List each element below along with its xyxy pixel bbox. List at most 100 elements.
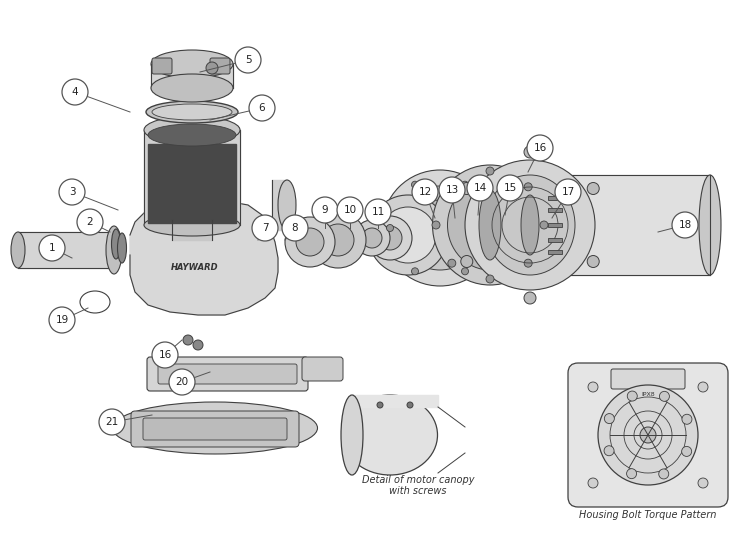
Circle shape: [462, 181, 468, 188]
Circle shape: [183, 335, 193, 345]
Ellipse shape: [341, 395, 363, 475]
Ellipse shape: [106, 226, 122, 274]
FancyBboxPatch shape: [131, 411, 299, 447]
Circle shape: [461, 256, 473, 267]
Ellipse shape: [117, 233, 126, 263]
Circle shape: [411, 181, 419, 188]
Ellipse shape: [144, 116, 240, 144]
Circle shape: [604, 446, 614, 456]
Circle shape: [412, 179, 438, 205]
Circle shape: [252, 215, 278, 241]
Text: 11: 11: [371, 207, 384, 217]
Bar: [548, 223, 562, 227]
Circle shape: [698, 478, 708, 488]
Circle shape: [412, 200, 468, 256]
Ellipse shape: [152, 104, 232, 120]
Circle shape: [152, 342, 178, 368]
Circle shape: [362, 228, 382, 248]
Ellipse shape: [479, 190, 501, 260]
Text: 10: 10: [344, 205, 356, 215]
Circle shape: [368, 195, 448, 275]
Text: 20: 20: [175, 377, 189, 387]
Circle shape: [659, 469, 669, 479]
Text: 18: 18: [678, 220, 692, 230]
FancyBboxPatch shape: [143, 418, 287, 440]
Circle shape: [282, 215, 308, 241]
Circle shape: [448, 259, 456, 267]
Text: 12: 12: [418, 187, 432, 197]
Circle shape: [524, 146, 536, 158]
Circle shape: [588, 382, 598, 392]
Ellipse shape: [151, 74, 233, 102]
Circle shape: [524, 292, 536, 304]
FancyBboxPatch shape: [611, 369, 685, 389]
Circle shape: [296, 228, 324, 256]
Polygon shape: [172, 220, 212, 240]
Circle shape: [448, 183, 456, 191]
Bar: [548, 238, 562, 242]
Text: 15: 15: [503, 183, 517, 193]
Circle shape: [605, 414, 614, 424]
Ellipse shape: [551, 175, 569, 275]
Ellipse shape: [148, 124, 236, 146]
Text: 4: 4: [71, 87, 78, 97]
Circle shape: [169, 369, 195, 395]
Text: IPX8: IPX8: [641, 393, 655, 398]
Circle shape: [524, 183, 532, 191]
Circle shape: [527, 135, 553, 161]
Ellipse shape: [447, 180, 532, 270]
Ellipse shape: [278, 180, 296, 230]
Circle shape: [206, 62, 218, 74]
Polygon shape: [148, 144, 236, 223]
Circle shape: [382, 170, 498, 286]
Bar: [548, 250, 562, 254]
Text: 1: 1: [49, 243, 56, 253]
Ellipse shape: [342, 395, 438, 475]
Circle shape: [411, 268, 419, 275]
Ellipse shape: [113, 402, 317, 454]
Circle shape: [486, 167, 494, 175]
Circle shape: [587, 256, 599, 267]
Ellipse shape: [699, 175, 721, 275]
Text: 6: 6: [259, 103, 265, 113]
Circle shape: [193, 340, 203, 350]
Polygon shape: [130, 200, 278, 315]
Text: Detail of motor canopy: Detail of motor canopy: [362, 475, 475, 485]
Circle shape: [461, 183, 473, 195]
Text: 19: 19: [56, 315, 68, 325]
Text: 17: 17: [562, 187, 575, 197]
Circle shape: [555, 179, 581, 205]
FancyBboxPatch shape: [302, 357, 343, 381]
Circle shape: [378, 226, 402, 250]
Ellipse shape: [11, 232, 25, 268]
Circle shape: [486, 275, 494, 283]
Polygon shape: [144, 130, 240, 225]
Circle shape: [310, 212, 366, 268]
Text: 8: 8: [292, 223, 299, 233]
Circle shape: [77, 209, 103, 235]
Circle shape: [387, 224, 393, 232]
Text: 13: 13: [445, 185, 459, 195]
Circle shape: [285, 217, 335, 267]
Polygon shape: [352, 395, 438, 407]
Text: 5: 5: [244, 55, 251, 65]
Ellipse shape: [521, 195, 539, 255]
Polygon shape: [151, 64, 233, 88]
FancyBboxPatch shape: [147, 357, 308, 391]
Circle shape: [377, 402, 383, 408]
Ellipse shape: [146, 101, 238, 123]
Polygon shape: [272, 180, 287, 230]
Circle shape: [49, 307, 75, 333]
Circle shape: [640, 427, 656, 443]
Circle shape: [39, 235, 65, 261]
Circle shape: [368, 216, 412, 260]
Circle shape: [62, 79, 88, 105]
Circle shape: [432, 221, 440, 229]
Circle shape: [249, 95, 275, 121]
Text: HAYWARD: HAYWARD: [171, 263, 219, 272]
Circle shape: [497, 175, 523, 201]
FancyBboxPatch shape: [210, 58, 230, 74]
Circle shape: [627, 391, 637, 401]
Text: with screws: with screws: [390, 486, 447, 496]
Circle shape: [465, 160, 595, 290]
